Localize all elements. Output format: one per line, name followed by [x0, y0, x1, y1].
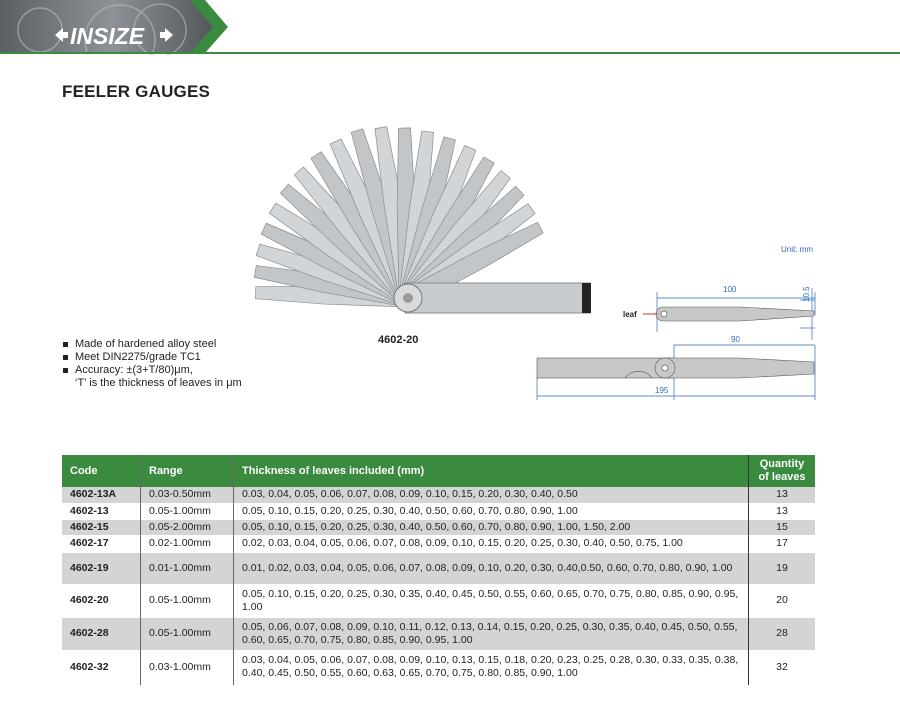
- cell-code: 4602-32: [62, 650, 141, 684]
- cell-quantity: 13: [748, 487, 815, 503]
- logo-right-arrow-icon: [160, 28, 173, 42]
- cell-code: 4602-28: [62, 617, 141, 650]
- leaf-label: leaf: [623, 310, 637, 319]
- table-row: 4602-15 0.05-2.00mm 0.05, 0.10, 0.15, 0.20…: [62, 519, 815, 535]
- dim-total: 195: [655, 386, 669, 395]
- feature-list: Made of hardened alloy steel Meet DIN227…: [62, 338, 242, 390]
- cell-code: 4602-13: [62, 503, 141, 519]
- cell-quantity: 32: [776, 660, 788, 673]
- chevron-decoration: [190, 0, 228, 53]
- unit-label: Unit: mm: [781, 245, 813, 254]
- logo-left-arrow-icon: [55, 28, 68, 42]
- cell-range: 0.02-1.00mm: [140, 535, 234, 552]
- header-quantity: Quantity of leaves: [748, 455, 815, 487]
- cell-thickness: 0.01, 0.02, 0.03, 0.04, 0.05, 0.06, 0.07…: [233, 552, 749, 584]
- cell-thickness: 0.05, 0.10, 0.15, 0.20, 0.25, 0.30, 0.40…: [233, 503, 749, 519]
- cell-thickness: 0.03, 0.04, 0.05, 0.06, 0.07, 0.08, 0.09…: [233, 650, 749, 684]
- cell-quantity: 15: [748, 519, 815, 535]
- dim-leaf-length: 100: [723, 285, 737, 294]
- cell-code: 4602-20: [62, 584, 141, 617]
- table-row: 4602-17 0.02-1.00mm 0.02, 0.03, 0.04, 0.05…: [62, 535, 815, 552]
- cell-quantity: 19: [748, 552, 815, 584]
- feature-item: ‘T’ is the thickness of leaves in μm: [75, 377, 242, 389]
- cell-range: 0.05-1.00mm: [140, 617, 234, 650]
- model-label: 4602-20: [378, 334, 419, 346]
- cell-quantity: 28: [748, 617, 815, 650]
- feature-item: Made of hardened alloy steel: [62, 338, 242, 351]
- cell-thickness: 0.05, 0.06, 0.07, 0.08, 0.09, 0.10, 0.11…: [233, 617, 749, 650]
- header-code: Code: [62, 455, 141, 487]
- cell-range: 0.05-1.00mm: [140, 503, 234, 519]
- table-row: 4602-20 0.05-1.00mm 0.05, 0.10, 0.15, 0.20…: [62, 584, 815, 617]
- dimension-diagram: 100 10.5 90 195 leaf: [536, 285, 816, 400]
- cell-thickness: 0.03, 0.04, 0.05, 0.06, 0.07, 0.08, 0.09…: [233, 487, 749, 503]
- cell-quantity: 13: [776, 504, 788, 517]
- insize-logo: INSIZE: [55, 23, 173, 49]
- table-row: 4602-28 0.05-1.00mm 0.05, 0.06, 0.07, 0.08…: [62, 617, 815, 650]
- cell-range: 0.05-1.00mm: [140, 584, 234, 617]
- leaf-shape: [655, 306, 815, 322]
- table-row: 4602-13A 0.03-0.50mm 0.03, 0.04, 0.05, 0.0…: [62, 487, 815, 503]
- header-range: Range: [140, 455, 234, 487]
- table-row: 4602-19 0.01-1.00mm 0.01, 0.02, 0.03, 0.04…: [62, 552, 815, 584]
- dim-leaf-width: 10.5: [802, 286, 811, 302]
- cell-range: 0.03-1.00mm: [140, 650, 234, 684]
- cell-code: 4602-17: [62, 535, 141, 552]
- cell-range: 0.05-2.00mm: [140, 519, 234, 535]
- table-header-row: Code Range Thickness of leaves included …: [62, 455, 815, 487]
- handle-end: [582, 283, 591, 313]
- cell-code: 4602-15: [62, 519, 141, 535]
- cell-code: 4602-19: [62, 552, 141, 584]
- feeler-gauge-photo: [253, 126, 591, 314]
- specification-table: Code Range Thickness of leaves included …: [62, 455, 815, 685]
- header-thickness: Thickness of leaves included (mm): [233, 455, 749, 487]
- page-title: FEELER GAUGES: [62, 82, 211, 101]
- feature-item: Accuracy: ±(3+T/80)μm,: [62, 364, 242, 377]
- cell-range: 0.03-0.50mm: [140, 487, 234, 503]
- feature-item: Meet DIN2275/grade TC1: [62, 351, 242, 364]
- gauge-handle: [404, 282, 591, 314]
- cell-thickness: 0.02, 0.03, 0.04, 0.05, 0.06, 0.07, 0.08…: [233, 535, 749, 552]
- cell-range: 0.01-1.00mm: [140, 552, 234, 584]
- table-row: 4602-32 0.03-1.00mm 0.03, 0.04, 0.05, 0.06…: [62, 650, 815, 684]
- header-banner: INSIZE: [0, 0, 900, 55]
- logo-text: INSIZE: [70, 23, 145, 49]
- cell-quantity: 17: [776, 537, 788, 549]
- table-row: 4602-13 0.05-1.00mm 0.05, 0.10, 0.15, 0.20…: [62, 503, 815, 519]
- cell-code: 4602-13A: [62, 487, 141, 503]
- dim-exposed: 90: [731, 335, 740, 344]
- cell-quantity: 20: [776, 594, 788, 606]
- cell-thickness: 0.05, 0.10, 0.15, 0.20, 0.25, 0.30, 0.40…: [233, 519, 749, 535]
- cell-thickness: 0.05, 0.10, 0.15, 0.20, 0.25, 0.30, 0.35…: [233, 584, 749, 617]
